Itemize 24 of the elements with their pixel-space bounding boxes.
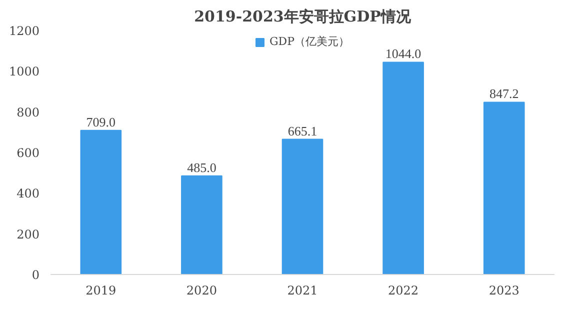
data-label: 709.0 [86, 114, 116, 130]
y-tick-label: 800 [16, 105, 40, 120]
data-label: 665.1 [288, 123, 318, 138]
bar [282, 138, 324, 274]
x-tick-label: 2021 [287, 284, 318, 298]
bar [382, 62, 424, 274]
data-label: 1044.0 [385, 46, 422, 62]
bar [80, 130, 122, 274]
chart-title: 2019-2023年安哥拉GDP情况 [194, 8, 412, 26]
x-tick-label: 2022 [388, 284, 419, 298]
data-label: 847.2 [489, 86, 519, 102]
y-tick-label: 1000 [8, 64, 40, 79]
x-tick-label: 2019 [86, 284, 116, 298]
bar [181, 175, 222, 274]
bar [483, 102, 525, 274]
y-tick-label: 600 [16, 146, 40, 160]
legend-label: GDP（亿美元） [269, 34, 350, 49]
x-tick-label: 2020 [186, 284, 217, 298]
y-tick-label: 400 [16, 186, 40, 201]
y-tick-label: 200 [16, 227, 40, 242]
y-tick-label: 1200 [8, 24, 40, 38]
x-tick-label: 2023 [488, 284, 520, 298]
y-tick-label: 0 [32, 268, 40, 282]
data-label: 485.0 [187, 160, 216, 175]
